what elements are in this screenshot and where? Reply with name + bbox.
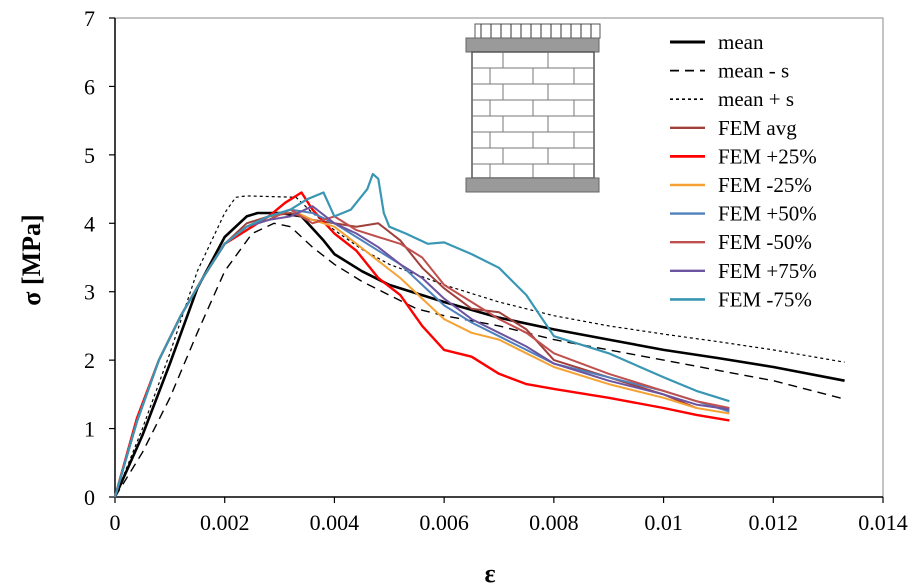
series-line-fem-25 [114, 208, 730, 498]
x-tick-label: 0.008 [529, 510, 579, 535]
y-tick-label: 7 [84, 6, 95, 31]
y-tick-label: 3 [84, 280, 95, 305]
legend-label: FEM -25% [718, 173, 812, 197]
legend-label: FEM +75% [718, 259, 817, 283]
y-tick-label: 4 [84, 211, 95, 236]
x-tick-label: 0.014 [858, 510, 908, 535]
legend-label: mean - s [718, 59, 789, 83]
y-tick-label: 1 [84, 417, 95, 442]
y-tick-label: 6 [84, 74, 95, 99]
legend-label: FEM -75% [718, 287, 812, 311]
series-line-fem-50 [114, 208, 730, 498]
series-line-fem-avg [114, 212, 697, 498]
axes [109, 17, 884, 503]
x-tick-labels: 0 0.002 0.004 0.006 0.008 0.01 0.012 0.014 [110, 510, 908, 535]
series-line-fem-50 [114, 208, 730, 498]
x-tick-label: 0.012 [749, 510, 799, 535]
masonry-wall-under-load-icon [465, 23, 601, 193]
x-tick-label: 0 [110, 510, 121, 535]
x-tick-label: 0.01 [644, 510, 683, 535]
legend-label: FEM +25% [718, 144, 817, 168]
series-line-mean-s [114, 195, 845, 498]
series-line-mean-s [114, 222, 845, 498]
legend: mean mean - s mean + s FEM avg FEM +25% FEM -… [670, 30, 817, 311]
legend-label: mean [718, 30, 764, 54]
legend-label: FEM avg [718, 116, 797, 140]
series-line-fem-75 [113, 172, 730, 498]
y-tick-label: 5 [84, 143, 95, 168]
series-line-mean [113, 211, 845, 498]
x-axis-title: ε [484, 559, 495, 588]
y-tick-label: 0 [84, 485, 95, 510]
y-axis-title: σ [MPa] [17, 214, 46, 305]
x-tick-label: 0.004 [310, 510, 360, 535]
series-lines [113, 172, 845, 498]
x-tick-label: 0.006 [419, 510, 469, 535]
y-tick-label: 2 [84, 348, 95, 373]
y-tick-labels: 0 1 2 3 4 5 6 7 [84, 6, 95, 510]
legend-label: mean + s [718, 87, 794, 111]
x-tick-label: 0.002 [200, 510, 250, 535]
legend-label: FEM -50% [718, 230, 812, 254]
series-line-fem-75 [114, 205, 730, 498]
legend-label: FEM +50% [718, 202, 817, 226]
